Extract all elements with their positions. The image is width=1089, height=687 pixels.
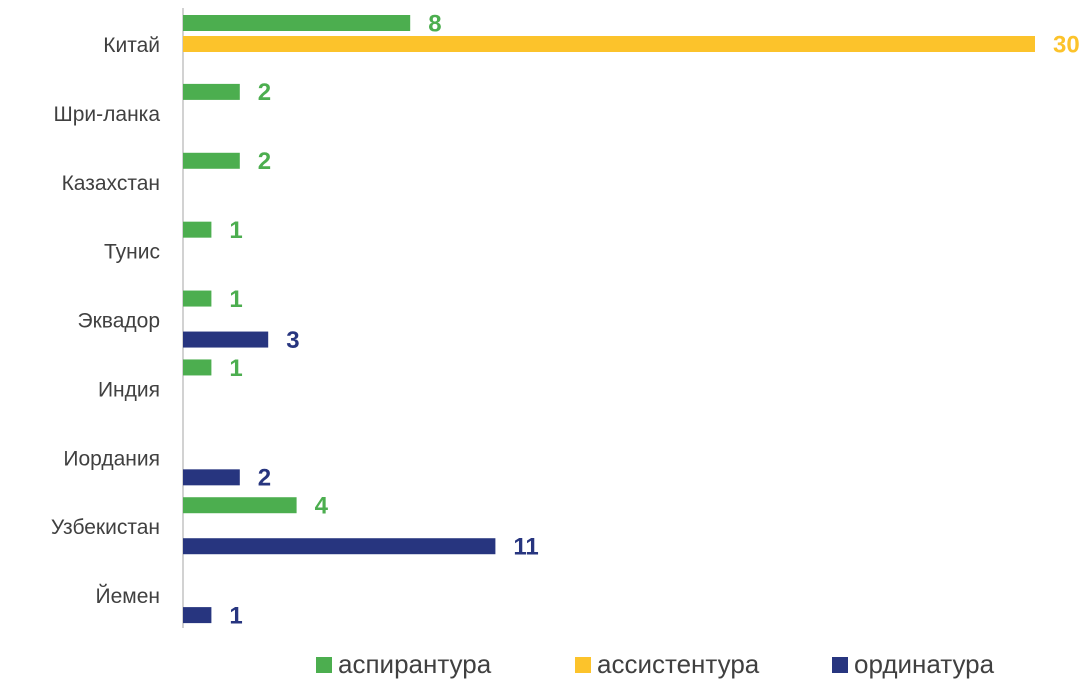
bar — [183, 152, 240, 169]
data-label: 3 — [286, 327, 299, 354]
category-label: Китай — [103, 34, 160, 57]
bar — [183, 469, 240, 486]
bar — [183, 607, 212, 624]
data-label: 4 — [315, 493, 329, 520]
category-label: Казахстан — [62, 172, 160, 195]
data-label: 2 — [258, 148, 271, 175]
legend-swatch — [316, 657, 332, 673]
legend-swatch — [575, 657, 591, 673]
category-label: Иордания — [63, 447, 160, 470]
data-label: 11 — [513, 534, 538, 561]
legend-label: ассистентура — [597, 649, 760, 679]
bar — [183, 36, 1035, 52]
bar — [183, 221, 212, 238]
bar — [183, 15, 411, 31]
legend-label: ординатура — [854, 649, 995, 679]
data-label: 1 — [229, 602, 242, 629]
category-label: Узбекистан — [51, 516, 160, 539]
data-label: 2 — [258, 465, 271, 492]
legend-swatch — [832, 657, 848, 673]
category-label: Шри-ланка — [53, 103, 160, 126]
bar — [183, 83, 240, 100]
category-label: Тунис — [104, 241, 160, 264]
data-label: 8 — [428, 10, 441, 37]
bar — [183, 497, 297, 514]
bar — [183, 538, 496, 555]
data-label: 1 — [229, 217, 242, 244]
category-label: Йемен — [96, 584, 161, 608]
data-label: 30 — [1053, 31, 1080, 58]
legend-label: аспирантура — [338, 649, 492, 679]
data-label: 1 — [229, 286, 242, 313]
category-label: Индия — [98, 378, 160, 401]
bar — [183, 331, 269, 348]
bar — [183, 290, 212, 307]
data-label: 2 — [258, 79, 271, 106]
category-label: Эквадор — [78, 310, 161, 333]
bar — [183, 359, 212, 376]
data-label: 1 — [229, 355, 242, 382]
